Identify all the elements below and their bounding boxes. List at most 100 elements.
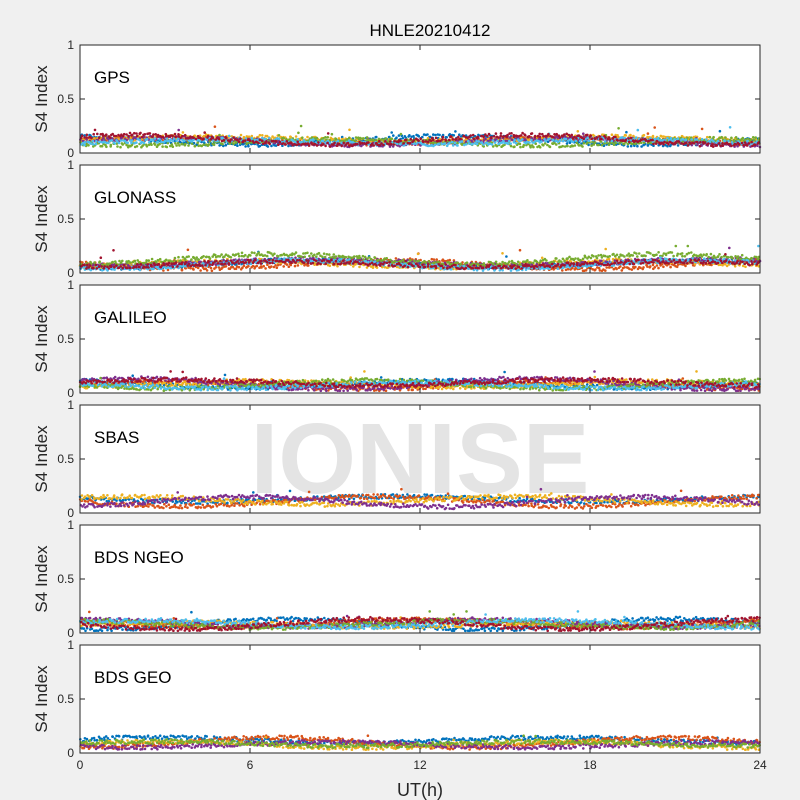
- data-point: [482, 135, 486, 138]
- data-point: [566, 144, 569, 148]
- data-point: [728, 126, 732, 129]
- data-point: [416, 252, 420, 256]
- data-point: [542, 144, 545, 147]
- data-point: [171, 145, 175, 148]
- data-point: [462, 134, 466, 138]
- data-point: [130, 133, 134, 137]
- data-point: [587, 143, 590, 147]
- data-point: [475, 142, 479, 146]
- data-point: [165, 135, 168, 138]
- data-point: [177, 255, 180, 259]
- data-point: [344, 255, 348, 259]
- data-point: [217, 266, 221, 269]
- data-point: [187, 144, 190, 147]
- data-point: [604, 247, 607, 251]
- data-point: [653, 126, 656, 129]
- data-point: [417, 139, 420, 143]
- data-point: [189, 266, 192, 270]
- data-point: [651, 263, 655, 267]
- data-point: [754, 136, 757, 139]
- data-point: [589, 256, 593, 260]
- data-point: [336, 264, 339, 268]
- data-point: [626, 142, 630, 146]
- data-point: [437, 260, 440, 264]
- data-point: [175, 144, 178, 147]
- data-point: [516, 134, 519, 138]
- data-point: [635, 252, 638, 255]
- data-point: [561, 139, 565, 143]
- data-point: [477, 133, 480, 137]
- data-point: [389, 142, 393, 146]
- data-point: [186, 248, 190, 252]
- data-point: [229, 255, 233, 259]
- data-point: [399, 139, 402, 143]
- data-point: [519, 145, 522, 149]
- data-point: [544, 139, 547, 143]
- data-point: [538, 135, 542, 138]
- data-point: [265, 140, 268, 143]
- data-point: [300, 255, 303, 258]
- data-point: [315, 144, 319, 147]
- data-point: [173, 132, 177, 136]
- data-point: [508, 136, 512, 139]
- data-point: [274, 144, 278, 147]
- data-point: [539, 259, 542, 263]
- data-point: [337, 137, 341, 140]
- data-point: [373, 256, 377, 260]
- data-point: [257, 141, 260, 145]
- data-point: [324, 136, 327, 139]
- data-point: [173, 256, 177, 260]
- data-point: [620, 269, 624, 272]
- data-point: [133, 139, 137, 142]
- data-point: [574, 257, 577, 260]
- data-point: [95, 140, 98, 143]
- data-point: [346, 141, 350, 145]
- data-point: [649, 265, 652, 268]
- data-point: [148, 132, 152, 135]
- data-point: [209, 266, 213, 270]
- data-point: [571, 140, 575, 144]
- data-point: [604, 269, 607, 272]
- data-point: [555, 143, 558, 146]
- data-point: [730, 136, 733, 140]
- data-point: [752, 138, 756, 141]
- data-point: [530, 138, 533, 142]
- data-point: [608, 254, 611, 258]
- data-point: [276, 263, 280, 267]
- data-point: [652, 142, 655, 146]
- data-point: [166, 268, 170, 272]
- data-point: [439, 139, 442, 143]
- data-point: [119, 139, 123, 142]
- data-point: [708, 135, 711, 139]
- data-point: [646, 132, 650, 135]
- data-point: [492, 262, 495, 266]
- data-point: [290, 141, 293, 145]
- data-point: [532, 145, 535, 149]
- data-point: [323, 255, 327, 259]
- data-point: [296, 264, 300, 267]
- data-point: [289, 135, 293, 139]
- data-point: [519, 134, 523, 137]
- data-point: [180, 134, 184, 138]
- data-point: [390, 131, 394, 134]
- data-point: [598, 135, 601, 138]
- data-point: [158, 138, 161, 141]
- data-point: [119, 145, 122, 149]
- data-point: [633, 144, 636, 148]
- data-point: [326, 136, 330, 139]
- data-point: [435, 258, 439, 261]
- data-point: [563, 133, 566, 136]
- data-point: [721, 144, 725, 147]
- data-point: [317, 141, 320, 144]
- data-point: [451, 144, 455, 147]
- data-point: [634, 136, 638, 139]
- data-point: [184, 258, 187, 261]
- data-point: [733, 265, 737, 268]
- data-point: [614, 135, 617, 139]
- data-point: [612, 252, 615, 256]
- data-point: [471, 133, 475, 137]
- data-point: [111, 260, 114, 264]
- data-point: [637, 252, 641, 255]
- data-point: [662, 143, 665, 146]
